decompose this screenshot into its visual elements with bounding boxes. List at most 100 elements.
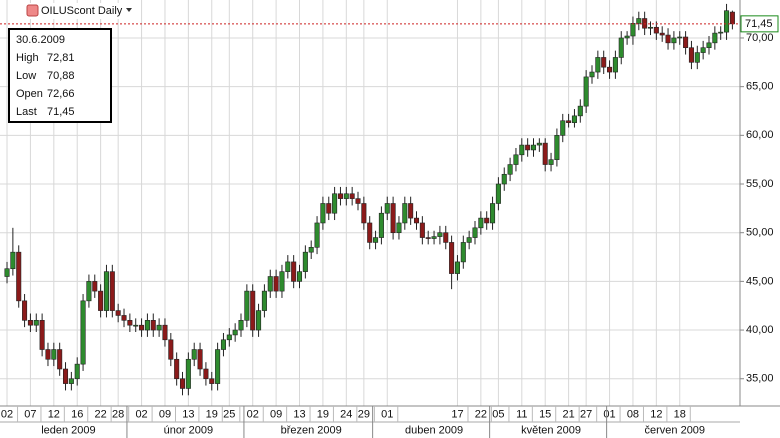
x-tick-label: 09 [270, 408, 282, 420]
candle-body [86, 281, 92, 302]
candle-body [688, 47, 694, 63]
candle-body [33, 320, 39, 326]
candle-body [460, 242, 466, 263]
x-tick-label: 25 [223, 408, 235, 420]
candle-body [273, 276, 279, 292]
candle-body [74, 363, 80, 380]
chart-title[interactable]: OILUScont Daily [41, 5, 123, 17]
candle-body [121, 315, 127, 321]
y-tick-label: 45,00 [746, 275, 774, 287]
candle-body [103, 271, 109, 311]
candle-body [373, 237, 379, 243]
candle-body [337, 193, 343, 199]
candle-body [349, 193, 355, 199]
x-tick-label: 02 [247, 408, 259, 420]
axes: 35,00 40,00 45,00 50,00 55,00 60,00 65,00 70,00… [1, 15, 779, 438]
candle-body [361, 203, 367, 224]
candle-body [16, 251, 22, 302]
candle-body [519, 144, 525, 156]
x-tick-label: 09 [159, 408, 171, 420]
y-tick-label: 60,00 [746, 129, 774, 141]
candle-body [291, 261, 297, 282]
candle-body [92, 281, 98, 292]
candle-body [413, 217, 420, 224]
candle-body [659, 32, 665, 36]
candle-body [449, 242, 455, 274]
candle-body [355, 198, 361, 204]
candle-body [22, 300, 28, 321]
candle-body [425, 237, 431, 239]
candle-body [185, 358, 191, 389]
x-tick-label: 08 [627, 408, 639, 420]
candle-body [238, 320, 244, 331]
candle-body [68, 378, 74, 384]
candle-body [45, 349, 51, 360]
candle-body [595, 57, 601, 73]
candle-body [115, 310, 121, 316]
candle-body [454, 261, 460, 274]
month-label: leden 2009 [41, 424, 95, 436]
info-label: Low [16, 70, 36, 82]
x-tick-label: 02 [1, 408, 13, 420]
candle-body [601, 57, 607, 68]
y-tick-label: 40,00 [746, 324, 774, 336]
candle-body [402, 203, 408, 224]
candle-body [168, 339, 174, 360]
candle-body [647, 26, 654, 29]
last-price-tag [740, 15, 779, 33]
y-tick-label: 65,00 [746, 81, 774, 93]
candle-body [408, 203, 414, 219]
candle-body [244, 290, 250, 321]
info-value: 72,66 [47, 88, 75, 100]
candle-body [525, 144, 531, 151]
candle-body [472, 227, 478, 238]
candle-body [542, 142, 548, 165]
x-tick-label: 05 [492, 408, 504, 420]
candle-body [536, 142, 542, 146]
candle-body [279, 271, 285, 292]
x-tick-label: 07 [24, 408, 36, 420]
info-date: 30.6.2009 [16, 34, 65, 46]
candle-body [302, 251, 308, 272]
candle-body [332, 193, 338, 214]
candle-body [437, 232, 443, 237]
title-icon [26, 4, 39, 17]
candles [0, 3, 740, 396]
info-value: 72,81 [47, 52, 75, 64]
title-box: OILUScont Daily [24, 3, 134, 19]
candle-body [671, 37, 677, 44]
x-tick-label: 13 [182, 408, 194, 420]
candle-body [490, 203, 496, 224]
candle-body [144, 320, 150, 331]
candle-body [127, 320, 133, 326]
candle-body [285, 261, 291, 272]
candle-body [484, 217, 490, 224]
x-tick-label: 28 [112, 408, 124, 420]
candle-body [320, 203, 326, 224]
y-tick-label: 35,00 [746, 373, 774, 385]
candle-body [256, 310, 262, 331]
candle-body [554, 135, 560, 160]
x-tick-label: 22 [94, 408, 106, 420]
x-tick-label: 27 [580, 408, 592, 420]
candle-body [419, 222, 425, 238]
candle-body [665, 34, 671, 44]
candle-body [577, 105, 583, 117]
info-label: High [16, 52, 39, 64]
info-value: 71,45 [47, 106, 75, 118]
x-tick-label: 29 [358, 408, 370, 420]
info-bg [8, 28, 112, 123]
candle-body [220, 339, 226, 350]
candle-body [507, 164, 513, 175]
candle-body [636, 18, 642, 24]
info-rows: High 72,81 Low 70,88 Open 72,66 Last 71,45 [16, 52, 75, 118]
title-dropdown[interactable] [126, 8, 132, 12]
candle-body [191, 349, 197, 360]
candle-body [712, 32, 718, 44]
info-label: Last [16, 106, 37, 118]
candle-body [607, 66, 613, 73]
y-tick-label: 55,00 [746, 178, 774, 190]
info-value: 70,88 [47, 70, 75, 82]
